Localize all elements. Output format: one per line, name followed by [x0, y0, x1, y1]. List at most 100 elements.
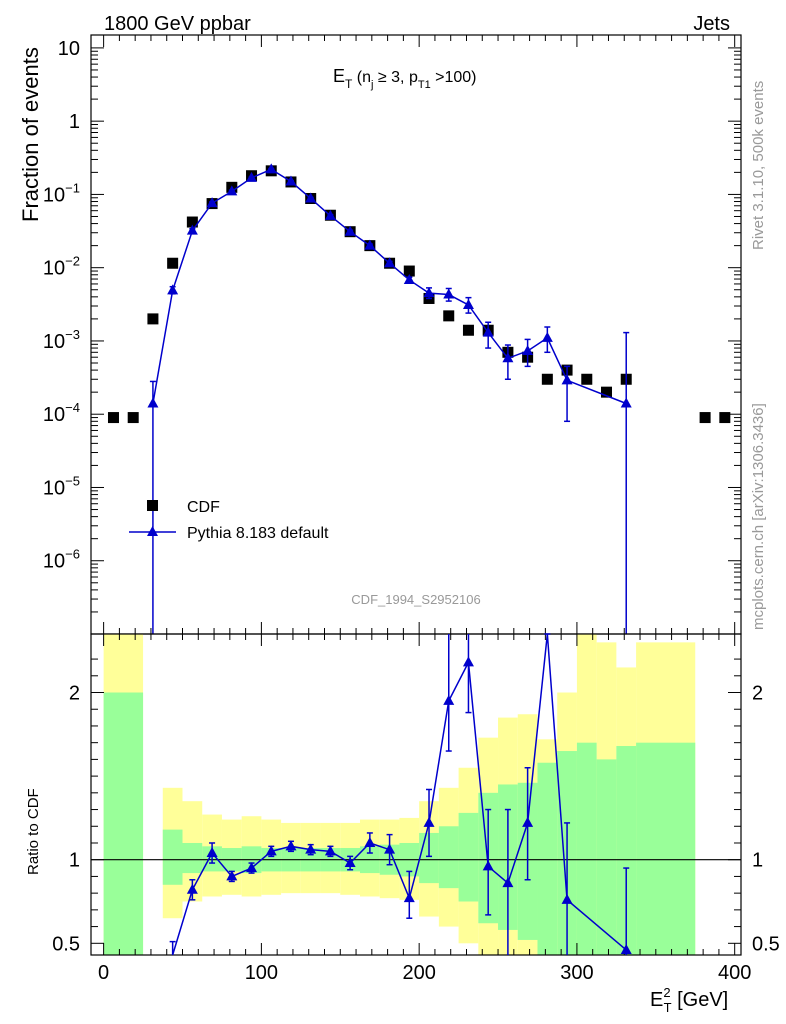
ratio-y-tick-label: 0.5: [52, 933, 80, 955]
ratio-data-point: [246, 862, 258, 873]
mc-data-point: [423, 287, 435, 298]
xlabel-rest: [GeV]: [672, 989, 729, 1011]
ratio-data-point: [186, 883, 198, 894]
tick-label-base: 10: [43, 551, 65, 573]
mc-data-point: [620, 397, 632, 408]
ratio-data-point: [305, 843, 317, 854]
uncertainty-band-inner: [458, 812, 479, 902]
uncertainty-band-inner: [162, 829, 183, 885]
legend-mc-label: Pythia 8.183 default: [187, 525, 329, 542]
main-frame: [90, 34, 742, 635]
main-y-tick-label: 10−1: [43, 180, 80, 206]
mc-data-point: [344, 225, 356, 236]
ratio-data-point: [226, 870, 238, 881]
mc-data-point: [167, 284, 179, 295]
mc-line: [152, 168, 627, 405]
cdf-data-point: [403, 265, 415, 277]
title-sub-t1: T1: [418, 79, 431, 91]
mc-data-point: [522, 344, 534, 355]
main-y-axis-label: Fraction of events: [18, 47, 43, 222]
mc-data-point: [285, 175, 297, 186]
x-axis-label: E2 T [GeV]: [650, 985, 728, 1015]
cdf-data-point: [147, 313, 159, 325]
uncertainty-band-inner: [596, 759, 617, 955]
mc-data-point: [384, 257, 396, 268]
uncertainty-band-inner: [438, 826, 459, 889]
uncertainty-band-inner: [576, 742, 597, 955]
tick-label-base: 10: [43, 331, 65, 353]
tick-label-base: 10: [58, 38, 80, 60]
collision-label: 1800 GeV ppbar: [104, 13, 251, 35]
tick-label-exponent: −3: [65, 327, 80, 342]
mc-data-point: [561, 374, 573, 385]
main-y-tick-label: 10−4: [43, 400, 80, 426]
x-tick-label: 400: [718, 962, 751, 984]
ratio-data-point: [561, 893, 573, 904]
tick-label-base: 10: [43, 404, 65, 426]
rivet-version-label: Rivet 3.1.10, 500k events: [750, 81, 767, 250]
ratio-y-tick-label: 2: [69, 683, 80, 705]
mc-data-point: [226, 185, 238, 196]
mc-data-point: [147, 397, 159, 408]
mcplots-label: mcplots.cern.ch [arXiv:1306.3436]: [750, 403, 767, 630]
ratio-data-point: [403, 892, 415, 903]
mc-data-point: [206, 197, 218, 208]
mc-data-point: [246, 171, 258, 182]
ratio-data-point: [620, 943, 632, 954]
mc-data-point: [305, 192, 317, 203]
uncertainty-band-inner: [537, 762, 558, 955]
title-close: >100): [431, 69, 477, 86]
mc-data-point: [403, 273, 415, 284]
xlabel-sub: T: [664, 1000, 672, 1015]
ratio-data-point: [364, 836, 376, 847]
cdf-data-point: [581, 373, 593, 385]
main-y-tick-label: 1: [69, 111, 80, 133]
mc-data-point: [482, 326, 494, 337]
tick-label-base: 1: [69, 111, 80, 133]
title-sub-j: j: [370, 79, 373, 91]
uncertainty-band-inner: [182, 842, 203, 874]
ratio-y-tick-label: 1: [69, 850, 80, 872]
main-y-tick-label: 10−5: [43, 473, 80, 499]
mc-data-point: [502, 352, 514, 363]
main-y-tick-label: 10−3: [43, 327, 80, 353]
cdf-data-point: [127, 412, 139, 424]
ratio-data-point: [384, 843, 396, 854]
mc-data-point: [186, 224, 198, 235]
main-y-tick-label: 10: [58, 38, 80, 60]
uncertainty-band-inner: [636, 742, 696, 955]
ratio-data-point: [206, 847, 218, 858]
mc-data-point: [364, 239, 376, 250]
tick-label-base: 10: [43, 477, 65, 499]
ratio-data-point: [423, 816, 435, 827]
xlabel-sup: 2: [663, 985, 670, 1000]
ratio-data-point: [285, 840, 297, 851]
tick-label-exponent: −1: [65, 180, 80, 195]
main-y-tick-label: 10−2: [43, 254, 80, 280]
mc-data-point: [265, 163, 277, 174]
uncertainty-band-inner: [103, 692, 144, 955]
cdf-data-point: [541, 373, 553, 385]
tick-label-exponent: −5: [65, 473, 80, 488]
analysis-id: CDF_1994_S2952106: [351, 592, 480, 607]
x-tick-label: 300: [560, 962, 593, 984]
title-mid: ≥ 3, p: [373, 69, 417, 86]
x-tick-label: 0: [98, 962, 109, 984]
ratio-mc-line: [171, 633, 627, 956]
cdf-data-point: [186, 216, 198, 228]
mc-data-point: [462, 298, 474, 309]
ratio-y-tick-label-right: 1: [752, 850, 763, 872]
ratio-data-point: [482, 860, 494, 871]
tick-label-exponent: −6: [65, 547, 80, 562]
process-label: Jets: [693, 13, 730, 35]
xlabel-main: E: [650, 989, 663, 1011]
ratio-data-point: [462, 656, 474, 667]
ratio-panel: 0.5 0.5 1 1 2 2 0 100 200 300 400: [52, 633, 780, 984]
ratio-data-point: [443, 694, 455, 705]
main-y-tick-label: 10−6: [43, 547, 80, 573]
tick-label-base: 10: [43, 184, 65, 206]
uncertainty-band-inner: [616, 746, 637, 955]
ratio-data-point: [522, 816, 534, 827]
legend-mc-marker: [147, 526, 158, 536]
